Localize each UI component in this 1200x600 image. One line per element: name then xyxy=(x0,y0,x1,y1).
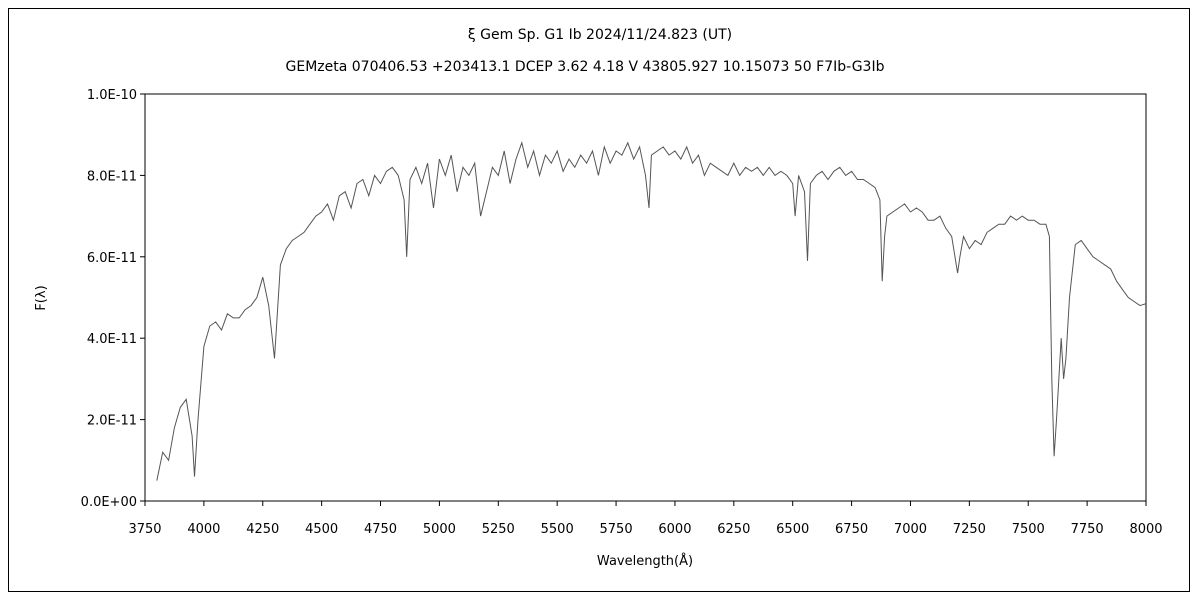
chart-frame xyxy=(8,8,1190,592)
y-tick-label: 6.0E-11 xyxy=(87,251,137,266)
x-tick-label: 6500 xyxy=(776,522,809,537)
x-tick-label: 8000 xyxy=(1129,522,1162,537)
x-tick-label: 5500 xyxy=(541,522,574,537)
y-tick-label: 4.0E-11 xyxy=(87,332,137,347)
plot-area xyxy=(144,93,1147,502)
x-tick-label: 7750 xyxy=(1071,522,1104,537)
x-tick-label: 4500 xyxy=(305,522,338,537)
x-tick-label: 5250 xyxy=(482,522,515,537)
x-tick-label: 7500 xyxy=(1012,522,1045,537)
x-tick-label: 7000 xyxy=(894,522,927,537)
x-tick-label: 7250 xyxy=(953,522,986,537)
x-tick-label: 6250 xyxy=(717,522,750,537)
x-tick-label: 6000 xyxy=(658,522,691,537)
chart-title: ξ Gem Sp. G1 Ib 2024/11/24.823 (UT) xyxy=(467,27,733,43)
spectrum-line xyxy=(156,141,1147,481)
x-tick-label: 4750 xyxy=(364,522,397,537)
y-tick-label: 0.0E+00 xyxy=(81,495,137,510)
x-tick-label: 4000 xyxy=(187,522,220,537)
x-tick-label: 5750 xyxy=(600,522,633,537)
y-tick-label: 2.0E-11 xyxy=(87,414,137,429)
y-tick-label: 8.0E-11 xyxy=(87,169,137,184)
y-tick-label: 1.0E-10 xyxy=(87,88,137,103)
x-tick-label: 6750 xyxy=(835,522,868,537)
x-tick-label: 3750 xyxy=(128,522,161,537)
x-axis-label: Wavelength(Å) xyxy=(597,553,693,569)
y-axis-label: F(λ) xyxy=(34,285,49,310)
chart-subtitle: GEMzeta 070406.53 +203413.1 DCEP 3.62 4.… xyxy=(285,59,885,75)
x-tick-label: 4250 xyxy=(246,522,279,537)
x-tick-label: 5000 xyxy=(423,522,456,537)
